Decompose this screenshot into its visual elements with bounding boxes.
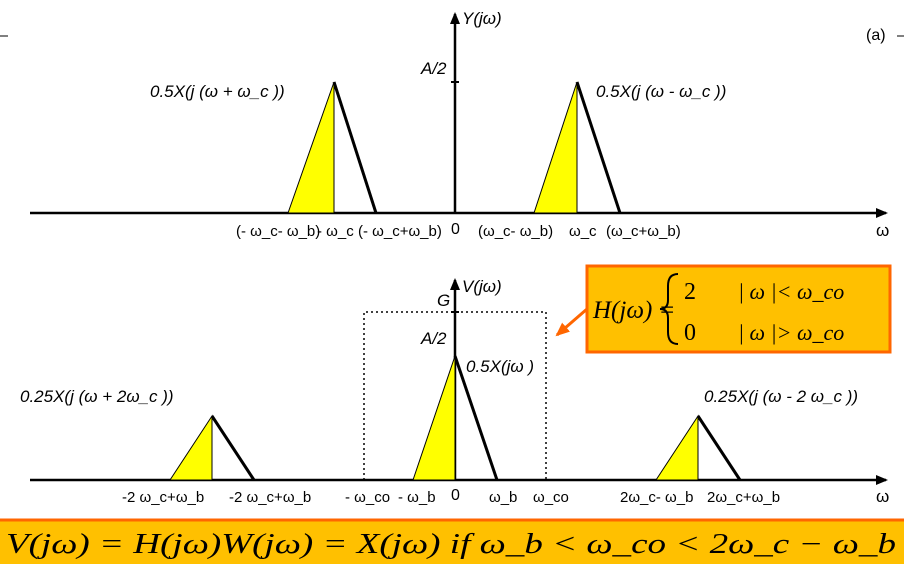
top-tick-neg-minus: (- ω_c- ω_b) xyxy=(236,223,320,240)
top-plot xyxy=(0,12,904,218)
bottom-right-triangle-edge xyxy=(696,415,742,481)
top-level-label: A/2 xyxy=(420,59,447,78)
filter-lhs: H(jω) = xyxy=(592,297,675,324)
bottom-tick-zero: 0 xyxy=(451,487,460,504)
bottom-tick-neg-co: - ω_co xyxy=(345,489,390,506)
filter-pointer-arrow xyxy=(555,307,588,337)
panel-label: (a) xyxy=(866,27,886,44)
top-tick-zero: 0 xyxy=(451,221,460,238)
top-left-triangle-fill xyxy=(287,81,335,214)
top-tick-neg-plus: (- ω_c+ω_b) xyxy=(358,223,442,240)
bottom-tick-neg2-plus: -2 ω_c+ω_b xyxy=(229,489,311,506)
bottom-y-axis-label: V(jω) xyxy=(462,277,502,296)
bottom-tick-pos-b: ω_b xyxy=(489,489,517,506)
bottom-tick-pos-co: ω_co xyxy=(533,489,569,506)
top-left-triangle-edge xyxy=(332,81,378,214)
bottom-tick-pos2-plus: 2ω_c+ω_b xyxy=(707,489,780,506)
bottom-tick-pos2-minus: 2ω_c- ω_b xyxy=(620,489,693,506)
bottom-gain-label: G xyxy=(437,291,450,310)
filter-case1-cond: | ω |< ω_co xyxy=(738,279,844,304)
top-right-tri-label: 0.5X(j (ω - ω_c )) xyxy=(596,82,726,101)
filter-case1-value: 2 xyxy=(684,279,696,305)
bottom-center-triangle-edge xyxy=(453,355,499,481)
top-right-triangle-edge xyxy=(575,81,622,214)
top-right-triangle-fill xyxy=(533,81,578,214)
bottom-level-label: A/2 xyxy=(420,329,447,348)
bottom-center-tri-label: 0.5X(jω ) xyxy=(466,357,534,376)
top-y-axis-label: Y(jω) xyxy=(462,9,502,28)
filter-case2-value: 0 xyxy=(684,320,696,346)
bottom-plot xyxy=(30,278,888,485)
bottom-left-triangle-edge xyxy=(210,415,256,481)
bottom-left-triangle-fill xyxy=(169,414,213,481)
bottom-omega-label: ω xyxy=(876,487,889,506)
bottom-center-triangle-fill xyxy=(412,355,456,481)
cases-brace xyxy=(659,273,679,345)
bottom-tick-neg-b: - ω_b xyxy=(398,489,436,506)
bottom-left-tri-label: 0.25X(j (ω + 2ω_c )) xyxy=(20,387,174,406)
filter-formula-box xyxy=(585,264,892,354)
equation-band xyxy=(0,519,904,564)
bottom-right-triangle-fill xyxy=(655,414,699,481)
bottom-equation: V(jω) = H(jω)W(jω) = X(jω) if ω_b < ω_co… xyxy=(6,529,896,560)
top-left-tri-label: 0.5X(j (ω + ω_c )) xyxy=(150,82,285,101)
filter-case2-cond: | ω |> ω_co xyxy=(738,320,844,345)
top-tick-pos-plus: (ω_c+ω_b) xyxy=(606,223,681,240)
top-tick-pos-center: ω_c xyxy=(569,223,597,240)
top-omega-label: ω xyxy=(876,221,889,240)
top-tick-pos-minus: (ω_c- ω_b) xyxy=(478,223,553,240)
bottom-tick-neg2-minus: -2 ω_c+ω_b xyxy=(122,489,204,506)
top-tick-neg-center: - ω_c xyxy=(317,223,354,240)
bottom-right-tri-label: 0.25X(j (ω - 2 ω_c )) xyxy=(704,387,858,406)
